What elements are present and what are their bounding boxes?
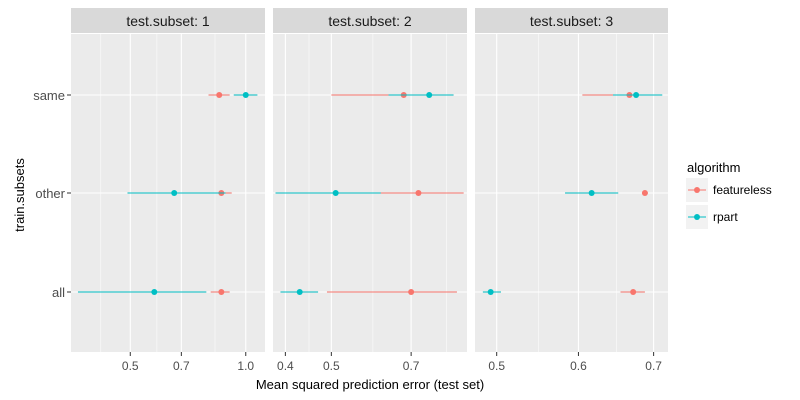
- legend-label-rpart: rpart: [713, 210, 738, 224]
- point-featureless-all: [408, 289, 415, 295]
- point-featureless-other: [641, 190, 648, 196]
- x-tick-label: 0.7: [645, 359, 662, 373]
- point-featureless-same: [216, 92, 223, 98]
- point-rpart-same: [242, 92, 249, 98]
- point-featureless-all: [630, 289, 637, 295]
- point-rpart-same: [426, 92, 433, 98]
- point-rpart-all: [296, 289, 303, 295]
- facet-strip-label: test.subset: 3: [530, 13, 613, 29]
- facet-strip: [475, 8, 668, 33]
- facet-strip: [71, 8, 265, 33]
- point-rpart-all: [151, 289, 158, 295]
- panel-3: test.subset: 3 0.5 0.6 0.7: [475, 8, 668, 373]
- panel-1: test.subset: 1 0.5 0.7 1.0: [71, 8, 265, 373]
- y-tick-label: all: [52, 285, 65, 300]
- legend: algorithm featureless rpart: [686, 160, 772, 229]
- y-axis-title: train.subsets: [12, 158, 27, 232]
- facet-strip: [273, 8, 467, 33]
- point-featureless-other: [415, 190, 422, 196]
- legend-label-featureless: featureless: [713, 183, 772, 197]
- point-featureless-all: [218, 289, 225, 295]
- x-tick-label: 0.7: [403, 359, 420, 373]
- facet-strip-label: test.subset: 1: [126, 13, 209, 29]
- x-tick-label: 0.5: [488, 359, 505, 373]
- y-tick-label: other: [35, 186, 65, 201]
- x-tick-label: 0.5: [323, 359, 340, 373]
- y-tick-label: same: [33, 88, 65, 103]
- x-tick-label: 0.6: [570, 359, 587, 373]
- panel-2: test.subset: 2 0.4 0.5 0.7: [273, 8, 467, 373]
- point-rpart-all: [487, 289, 494, 295]
- point-rpart-other: [332, 190, 339, 196]
- legend-key-point-featureless: [694, 187, 700, 193]
- point-rpart-other: [171, 190, 178, 196]
- point-rpart-same: [633, 92, 640, 98]
- x-tick-label: 0.5: [122, 359, 139, 373]
- point-rpart-other: [588, 190, 595, 196]
- facet-strip-label: test.subset: 2: [328, 13, 411, 29]
- x-axis-title: Mean squared prediction error (test set): [256, 377, 484, 392]
- legend-title: algorithm: [687, 160, 740, 175]
- x-tick-label: 0.7: [173, 359, 190, 373]
- legend-key-point-rpart: [694, 214, 700, 220]
- x-tick-label: 0.4: [277, 359, 294, 373]
- x-tick-label: 1.0: [237, 359, 254, 373]
